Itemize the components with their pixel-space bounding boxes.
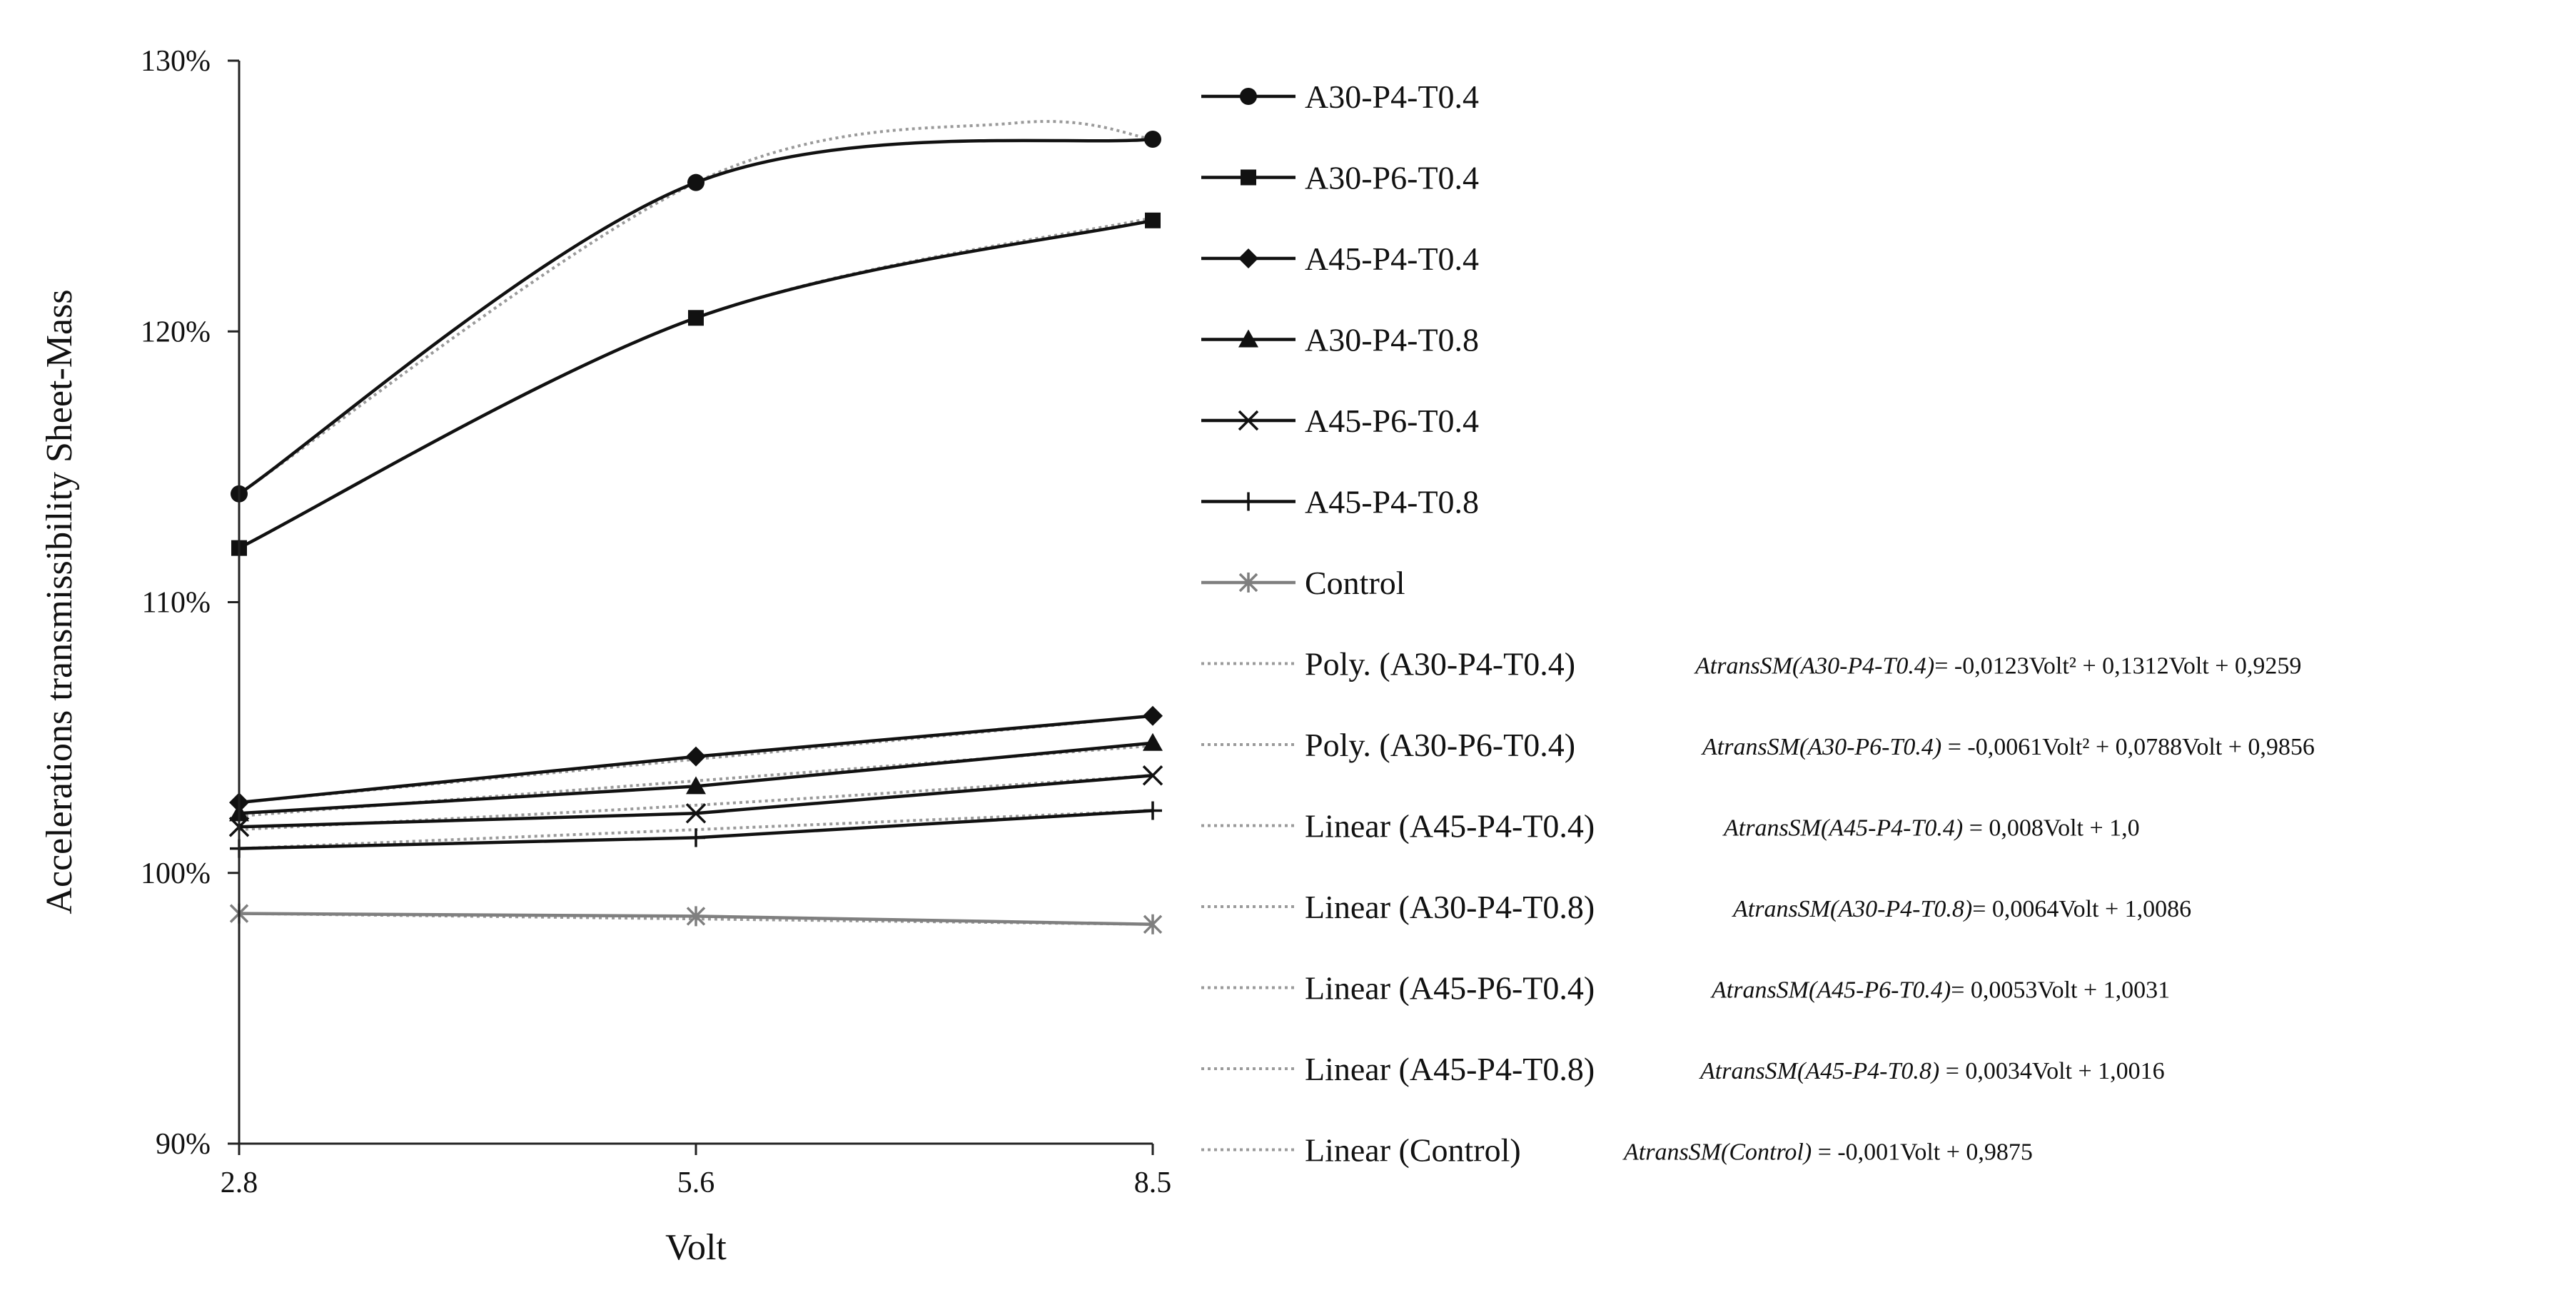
data-point (1143, 801, 1162, 820)
series-line (238, 218, 1153, 550)
trendline (238, 120, 1153, 495)
legend-label: A45-P4-T0.4 (1305, 241, 1479, 277)
legend-marker (1238, 248, 1258, 268)
y-tick-label: 110% (142, 587, 211, 620)
data-point (1142, 765, 1163, 786)
legend-marker (1241, 169, 1256, 186)
legend-label: A30-P6-T0.4 (1305, 160, 1479, 196)
y-tick-label: 120% (141, 316, 211, 348)
x-tick-label: 5.6 (677, 1166, 715, 1199)
data-point (688, 310, 704, 326)
trendline-equation: AtransSM(A45-P4-T0.4) = 0,008Volt + 1,0 (1722, 815, 2140, 842)
axes: 90% 100% 110% 120% 130% 2.8 5.6 8.5 Volt Accelera… (39, 45, 1171, 1268)
trendline (238, 216, 1153, 550)
trendline-equation: AtransSM(A30-P4-T0.4)= -0,0123Volt² + 0,… (1694, 653, 2301, 680)
legend-label: Poly. (A30-P6-T0.4) (1305, 727, 1575, 763)
data-point (1143, 705, 1163, 726)
trendline-equation: AtransSM(A45-P4-T0.8) = 0,0034Volt + 1,0… (1699, 1058, 2165, 1084)
data-point (1145, 212, 1161, 228)
trendline-equation: AtransSM(A30-P4-T0.8)= 0,0064Volt + 1,00… (1732, 896, 2191, 922)
trendline-equation: AtransSM(A45-P6-T0.4)= 0,0053Volt + 1,00… (1710, 977, 2170, 1004)
data-point (687, 828, 705, 847)
legend-label: A45-P4-T0.8 (1305, 484, 1479, 520)
x-axis-title: Volt (665, 1227, 727, 1268)
legend-label: A45-P6-T0.4 (1305, 403, 1479, 439)
legend-label: A30-P4-T0.4 (1305, 79, 1479, 115)
plot-area (228, 120, 1163, 934)
legend-marker (1238, 410, 1259, 431)
legend-label: Linear (A45-P6-T0.4) (1305, 970, 1595, 1007)
data-point (687, 173, 704, 191)
data-point (1143, 914, 1163, 934)
x-tick-label: 8.5 (1134, 1166, 1172, 1199)
data-point (686, 746, 706, 767)
data-point (686, 906, 706, 927)
data-point (1144, 130, 1161, 148)
legend-label: Poly. (A30-P4-T0.4) (1305, 646, 1575, 682)
data-point (685, 803, 707, 824)
legend-marker (1239, 492, 1258, 511)
legend-label: Linear (A45-P4-T0.8) (1305, 1051, 1595, 1087)
legend-marker (1238, 329, 1258, 348)
y-axis-title: Accelerations transmissibility Sheet-Mas… (39, 289, 80, 914)
legend: A30-P4-T0.4 A30-P6-T0.4 A45-P4-T0.4 A30-P4-… (1201, 79, 2315, 1169)
y-tick-label: 100% (141, 857, 211, 890)
trendline (238, 774, 1153, 832)
data-point (1143, 732, 1163, 751)
legend-label: Linear (A45-P4-T0.4) (1305, 808, 1595, 845)
legend-marker (1238, 573, 1258, 593)
x-tick-label: 2.8 (221, 1166, 258, 1199)
trendline-equation: AtransSM(Control) = -0,001Volt + 0,9875 (1622, 1139, 2033, 1166)
y-tick-label: 130% (141, 45, 211, 78)
legend-marker (1240, 88, 1257, 105)
y-tick-label: 90% (156, 1128, 211, 1161)
legend-label: Control (1305, 565, 1405, 601)
legend-label: Linear (Control) (1305, 1132, 1521, 1169)
legend-label: A30-P4-T0.8 (1305, 322, 1479, 358)
data-point (686, 776, 706, 795)
legend-label: Linear (A30-P4-T0.8) (1305, 889, 1595, 925)
trendline-equation: AtransSM(A30-P6-T0.4) = -0,0061Volt² + 0… (1701, 734, 2315, 760)
